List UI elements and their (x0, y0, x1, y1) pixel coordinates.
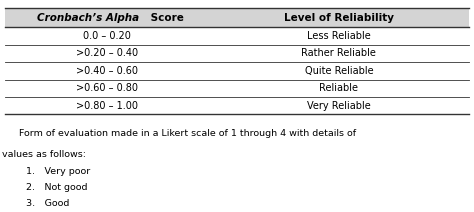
Text: Form of evaluation made in a Likert scale of 1 through 4 with details of: Form of evaluation made in a Likert scal… (19, 129, 356, 138)
Text: Cronbach’s Alpha: Cronbach’s Alpha (36, 13, 139, 23)
Text: Very Reliable: Very Reliable (307, 101, 371, 111)
Text: Score: Score (147, 13, 184, 23)
Text: Reliable: Reliable (319, 83, 358, 93)
Bar (5, 62, 469, 80)
Text: Less Reliable: Less Reliable (307, 31, 371, 41)
Text: >0.60 – 0.80: >0.60 – 0.80 (76, 83, 137, 93)
Bar (5, 45, 469, 62)
Text: 2. Not good: 2. Not good (26, 183, 88, 192)
Text: 3. Good: 3. Good (26, 199, 70, 208)
Text: Level of Reliability: Level of Reliability (284, 13, 394, 23)
Text: 1. Very poor: 1. Very poor (26, 167, 91, 176)
Text: Rather Reliable: Rather Reliable (301, 48, 376, 58)
Bar (5, 97, 469, 114)
Bar (5, 8, 469, 27)
Text: >0.40 – 0.60: >0.40 – 0.60 (76, 66, 137, 76)
Bar (5, 80, 469, 97)
Bar (5, 27, 469, 45)
Text: Quite Reliable: Quite Reliable (305, 66, 373, 76)
Text: values as follows:: values as follows: (2, 150, 86, 159)
Text: 0.0 – 0.20: 0.0 – 0.20 (82, 31, 131, 41)
Text: >0.20 – 0.40: >0.20 – 0.40 (75, 48, 138, 58)
Text: >0.80 – 1.00: >0.80 – 1.00 (76, 101, 137, 111)
